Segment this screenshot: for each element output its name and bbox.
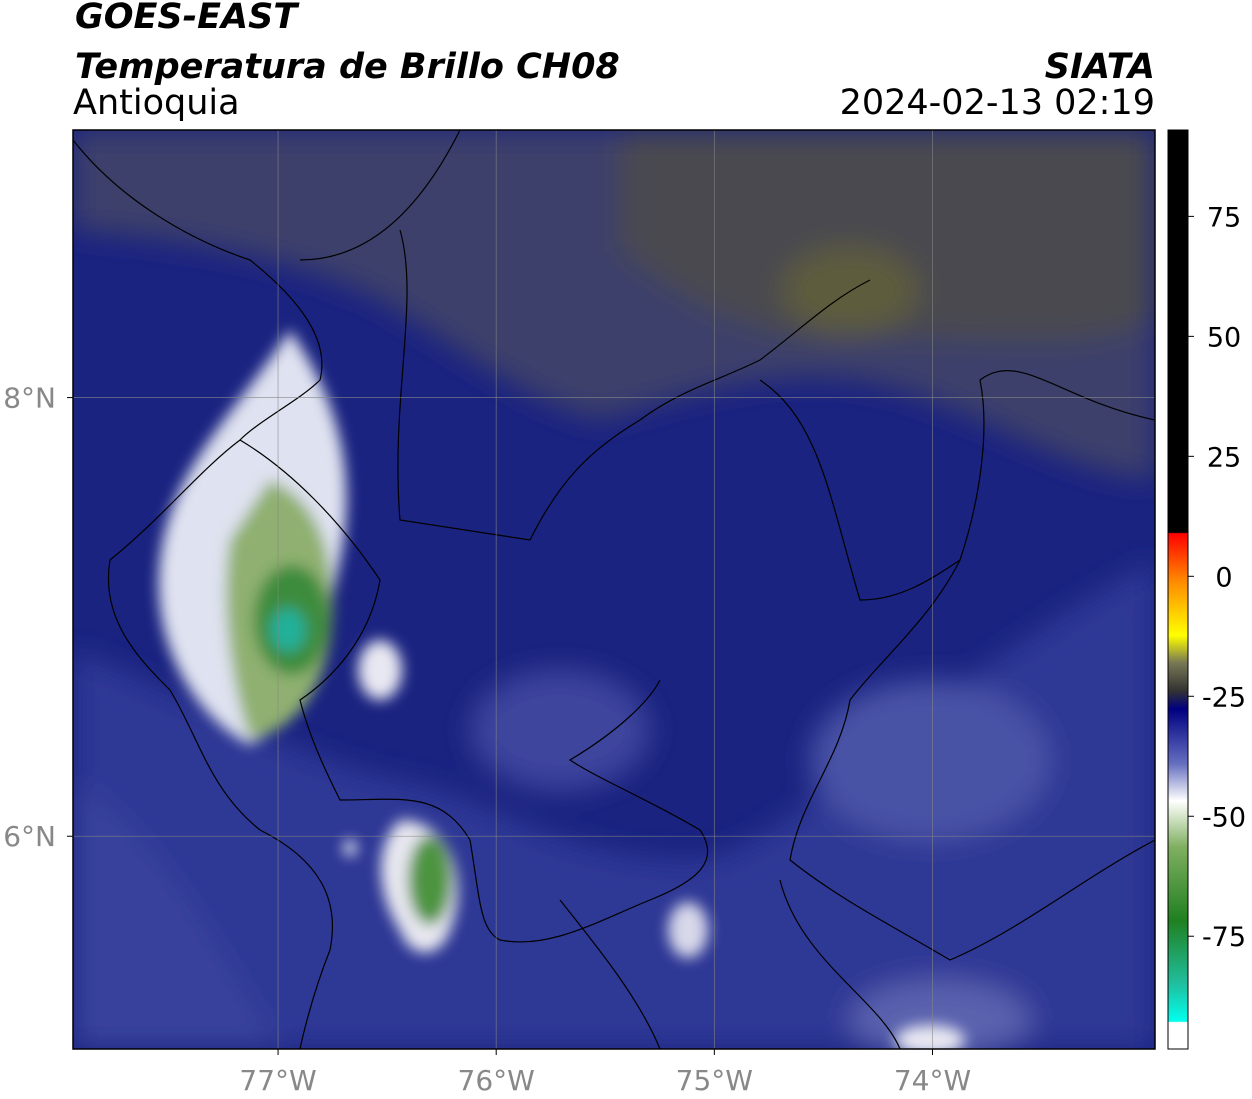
y-tick-label: 8°N: [3, 382, 56, 415]
map-frame: [72, 129, 1156, 1050]
subtitle: Temperatura de Brillo CH08: [75, 47, 620, 87]
x-tick-label: 75°W: [676, 1064, 753, 1097]
satellite-image: [73, 130, 1155, 1049]
colorbar-label: -50: [1202, 802, 1246, 833]
borders: [73, 130, 1155, 1049]
colorbar-label: -75: [1202, 922, 1246, 953]
x-tick-label: 76°W: [458, 1064, 535, 1097]
source: SIATA: [1045, 47, 1155, 87]
colorbar-label: -25: [1202, 682, 1246, 713]
x-tick-label: 77°W: [239, 1064, 316, 1097]
colorbar-label: 0: [1215, 562, 1232, 593]
x-tick-label: 74°W: [894, 1064, 971, 1097]
colorbar-label: 25: [1207, 442, 1241, 473]
colorbar-label: 50: [1207, 322, 1241, 353]
datetime: 2024-02-13 02:19: [840, 83, 1155, 123]
y-tick-label: 6°N: [3, 820, 56, 853]
colorbar: [1167, 129, 1189, 1050]
colorbar-label: 75: [1207, 202, 1241, 233]
region: Antioquia: [73, 83, 240, 123]
title: GOES-EAST: [75, 0, 300, 37]
